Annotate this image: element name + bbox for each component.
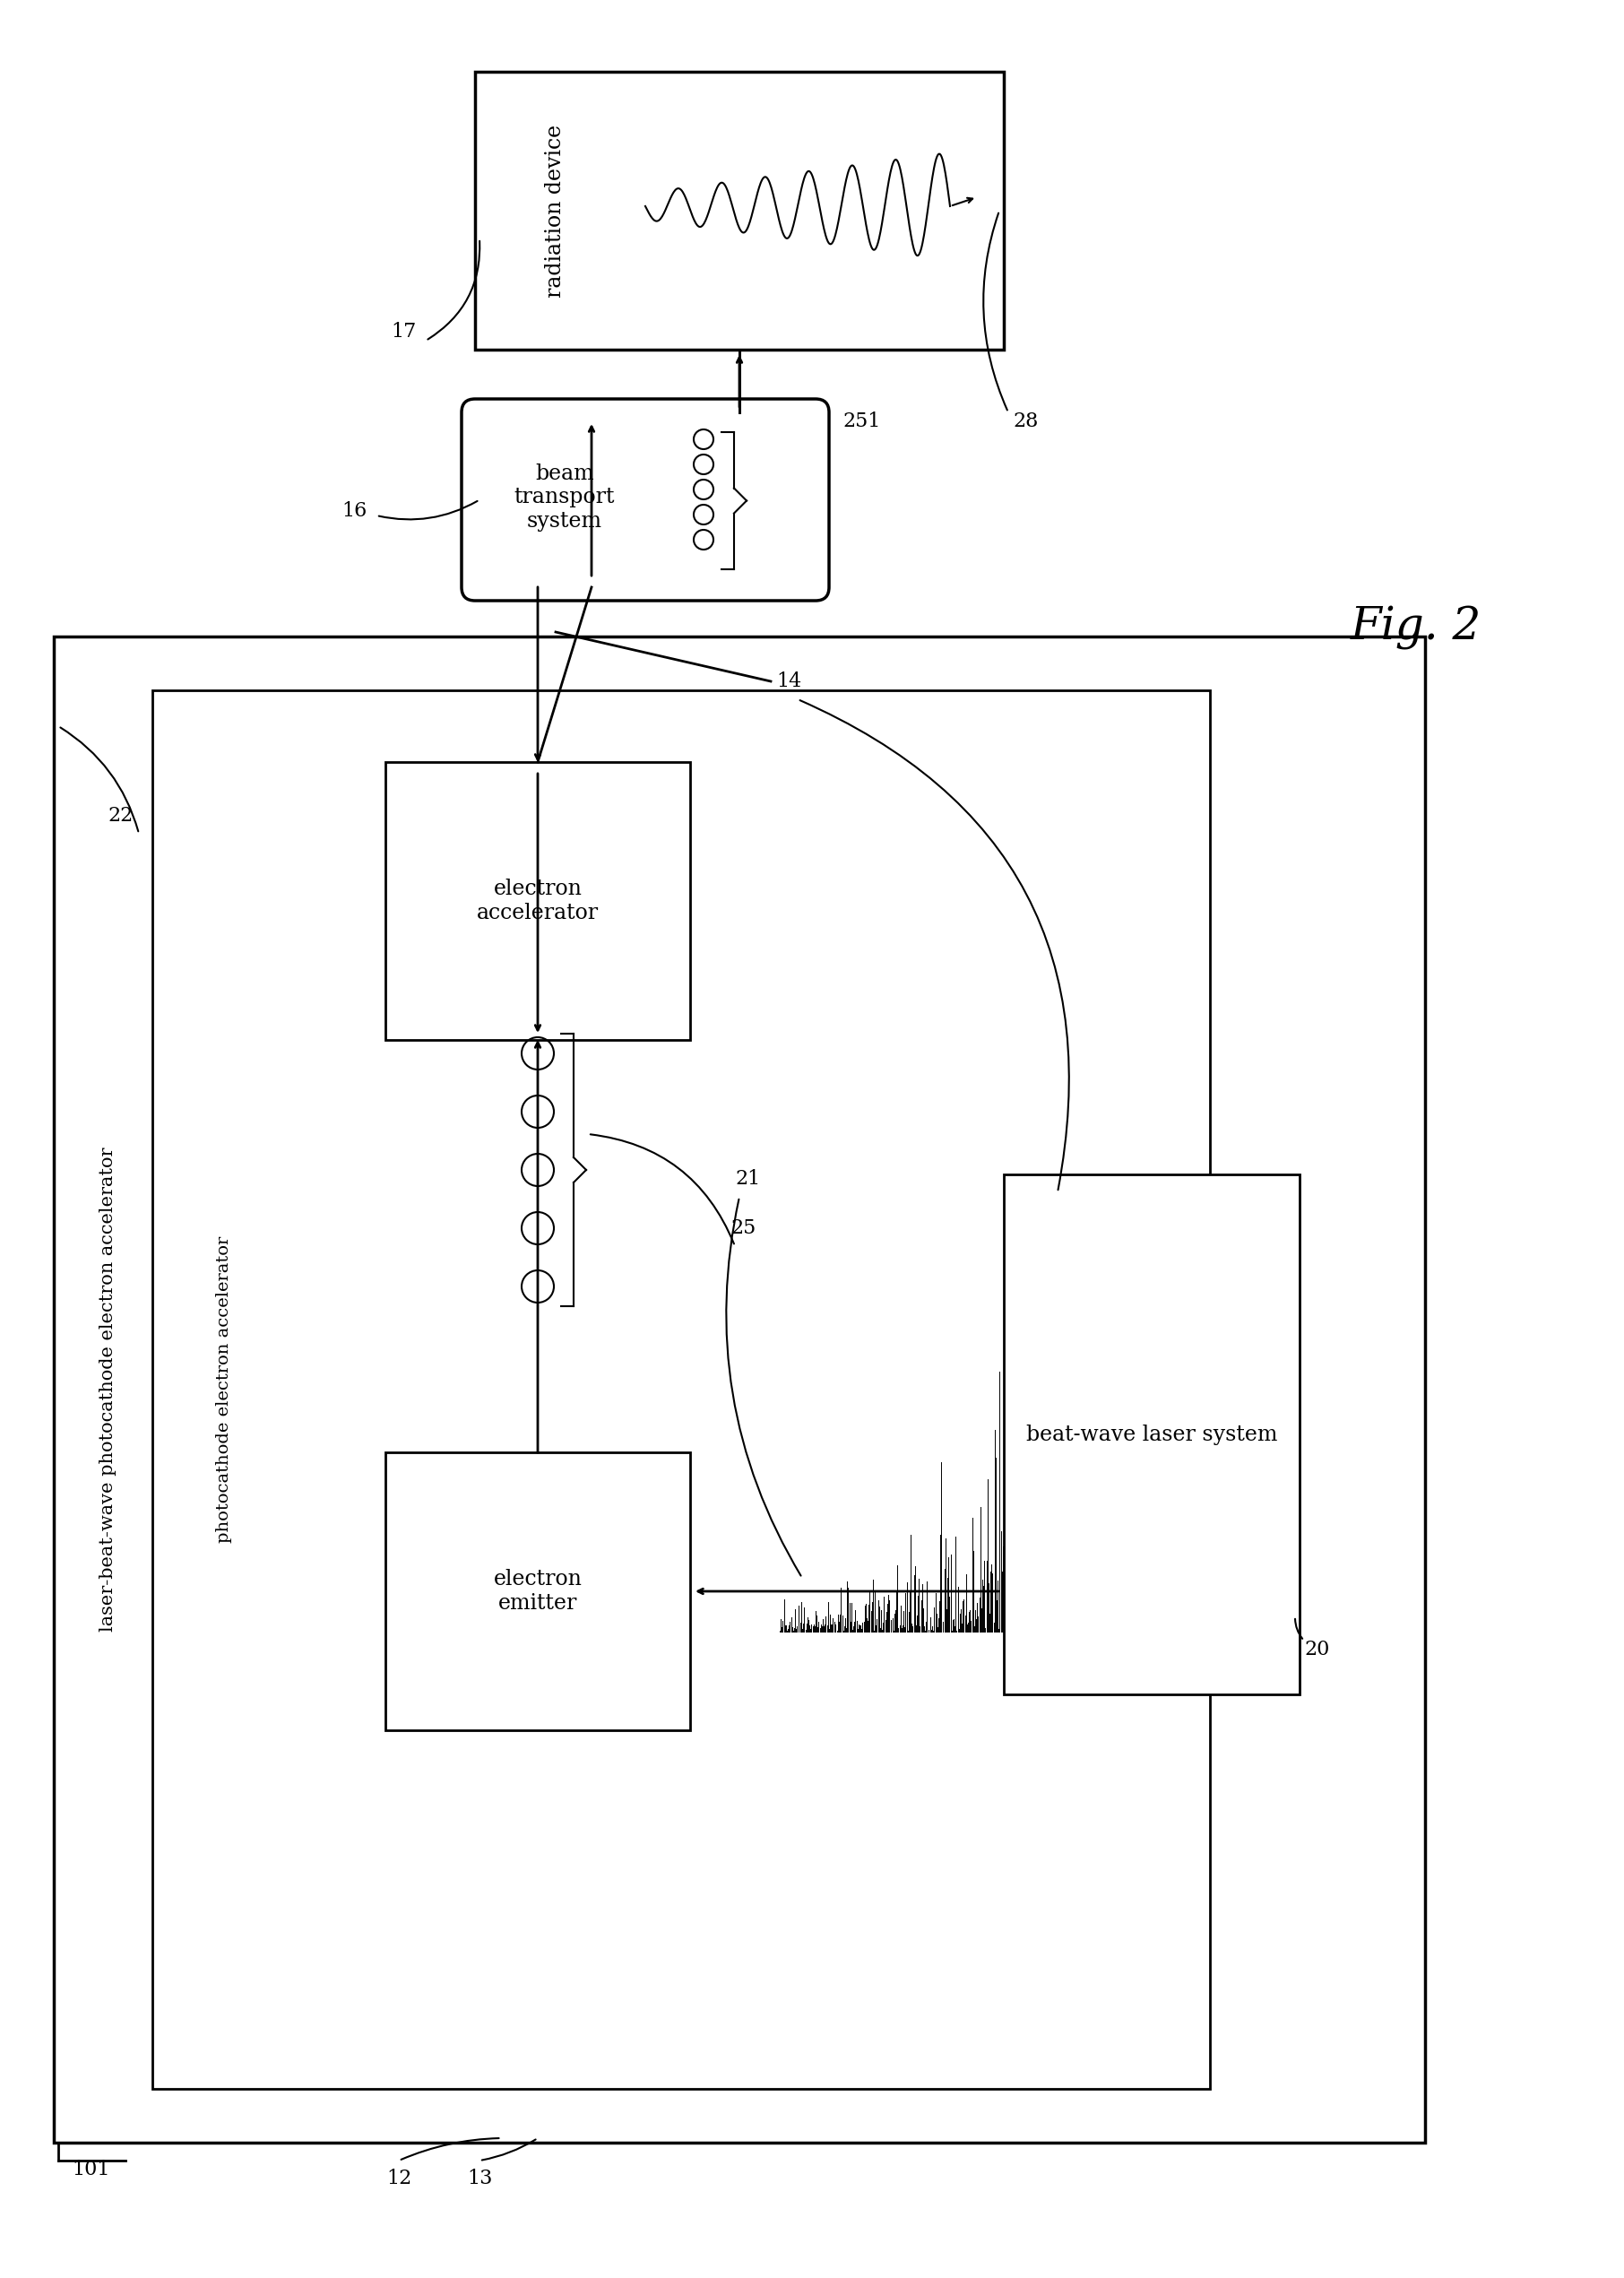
Bar — [153, 690, 1210, 2089]
Text: photocathode electron accelerator: photocathode electron accelerator — [216, 1237, 232, 1542]
Text: beat-wave laser system: beat-wave laser system — [1026, 1424, 1278, 1444]
Bar — [474, 71, 1004, 349]
Text: 13: 13 — [466, 2169, 492, 2189]
Bar — [54, 636, 1424, 2144]
Text: 22: 22 — [109, 806, 133, 825]
Text: beam
transport
system: beam transport system — [515, 462, 615, 531]
Text: 20: 20 — [1304, 1640, 1330, 1658]
Bar — [385, 1453, 690, 1731]
Text: 17: 17 — [391, 321, 416, 342]
Text: electron
accelerator: electron accelerator — [477, 879, 599, 923]
FancyBboxPatch shape — [461, 399, 828, 601]
Text: 25: 25 — [731, 1219, 757, 1237]
Text: 28: 28 — [1013, 412, 1039, 431]
Text: 16: 16 — [341, 501, 367, 522]
Text: laser-beat-wave photocathode electron accelerator: laser-beat-wave photocathode electron ac… — [99, 1148, 115, 1631]
Bar — [385, 763, 690, 1041]
Text: 12: 12 — [387, 2169, 411, 2189]
Text: 251: 251 — [843, 412, 880, 431]
Text: Fig. 2: Fig. 2 — [1351, 606, 1481, 649]
Text: 21: 21 — [736, 1169, 762, 1189]
Text: radiation device: radiation device — [546, 123, 567, 296]
Bar — [1004, 1175, 1299, 1695]
Text: electron
emitter: electron emitter — [494, 1570, 581, 1613]
Text: 101: 101 — [71, 2160, 110, 2180]
Text: 14: 14 — [776, 672, 801, 690]
